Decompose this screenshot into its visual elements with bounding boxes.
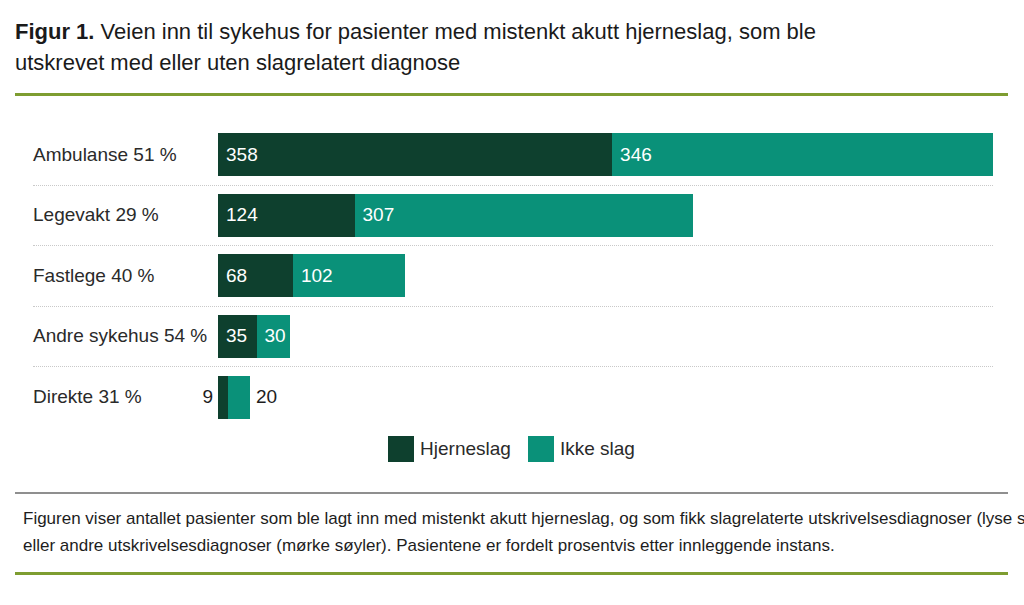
category-label: Direkte 31 %	[33, 386, 218, 408]
value-label: 20	[256, 386, 277, 408]
legend-label-ikke-slag: Ikke slag	[560, 438, 635, 460]
bar-segment-hjerneslag	[218, 376, 228, 419]
value-label: 35	[218, 325, 247, 347]
category-label: Legevakt 29 %	[33, 204, 218, 226]
bar-stack: 35 30	[218, 315, 993, 358]
bottom-divider-rule	[15, 572, 1008, 575]
stacked-bar-chart: Ambulanse 51 %358 346 Legevakt 29 %124 307 F…	[33, 125, 993, 428]
value-label: 30	[257, 325, 286, 347]
figure-title-prefix: Figur 1.	[15, 19, 94, 44]
chart-row: Legevakt 29 %124 307	[33, 186, 993, 247]
legend-swatch-hjerneslag	[388, 436, 414, 462]
legend-swatch-ikke-slag	[528, 436, 554, 462]
bar-segment-hjerneslag: 35	[218, 315, 257, 358]
chart-row: Direkte 31 %920	[33, 367, 993, 428]
value-label: 102	[293, 265, 333, 287]
value-label: 358	[218, 144, 258, 166]
bar-segment-hjerneslag: 124	[218, 194, 355, 237]
bar-stack: 920	[218, 376, 993, 419]
value-label: 68	[218, 265, 247, 287]
bar-segment-ikke-slag: 30	[257, 315, 290, 358]
bar-segment-hjerneslag: 358	[218, 133, 612, 176]
bar-stack: 124 307	[218, 194, 993, 237]
figure-title-line1: Veien inn til sykehus for pasienter med …	[101, 19, 816, 44]
value-label: 307	[355, 204, 395, 226]
category-label: Fastlege 40 %	[33, 265, 218, 287]
figure-caption: Figuren viser antallet pasienter som ble…	[15, 505, 1008, 559]
bar-stack: 358 346	[218, 133, 993, 176]
bar-segment-ikke-slag: 346	[612, 133, 993, 176]
figure-title: Figur 1. Veien inn til sykehus for pasie…	[15, 0, 985, 78]
bar-segment-ikke-slag	[228, 376, 250, 419]
figure-title-line2: utskrevet med eller uten slagrelatert di…	[15, 47, 985, 78]
bar-stack: 68 102	[218, 254, 993, 297]
value-label: 124	[218, 204, 258, 226]
chart-row: Fastlege 40 %68 102	[33, 246, 993, 307]
bar-segment-hjerneslag: 68	[218, 254, 293, 297]
figure-page: Figur 1. Veien inn til sykehus for pasie…	[0, 0, 1024, 575]
legend-item-hjerneslag: Hjerneslag	[388, 436, 511, 462]
figure-caption-line1: Figuren viser antallet pasienter som ble…	[23, 505, 1008, 532]
bar-segment-ikke-slag: 307	[355, 194, 693, 237]
top-divider-rule	[15, 93, 1008, 96]
chart-row: Andre sykehus 54 %35 30	[33, 307, 993, 368]
value-label: 346	[612, 144, 652, 166]
category-label: Ambulanse 51 %	[33, 144, 218, 166]
legend-item-ikke-slag: Ikke slag	[528, 436, 635, 462]
legend-label-hjerneslag: Hjerneslag	[420, 438, 511, 460]
chart-row: Ambulanse 51 %358 346	[33, 125, 993, 186]
chart-legend: Hjerneslag Ikke slag	[15, 436, 1008, 462]
bar-segment-ikke-slag: 102	[293, 254, 405, 297]
figure-caption-line2: eller andre utskrivelsesdiagnoser (mørke…	[23, 532, 1008, 559]
footer-divider-rule	[15, 492, 1008, 494]
value-label: 9	[202, 376, 213, 419]
category-label: Andre sykehus 54 %	[33, 325, 218, 347]
